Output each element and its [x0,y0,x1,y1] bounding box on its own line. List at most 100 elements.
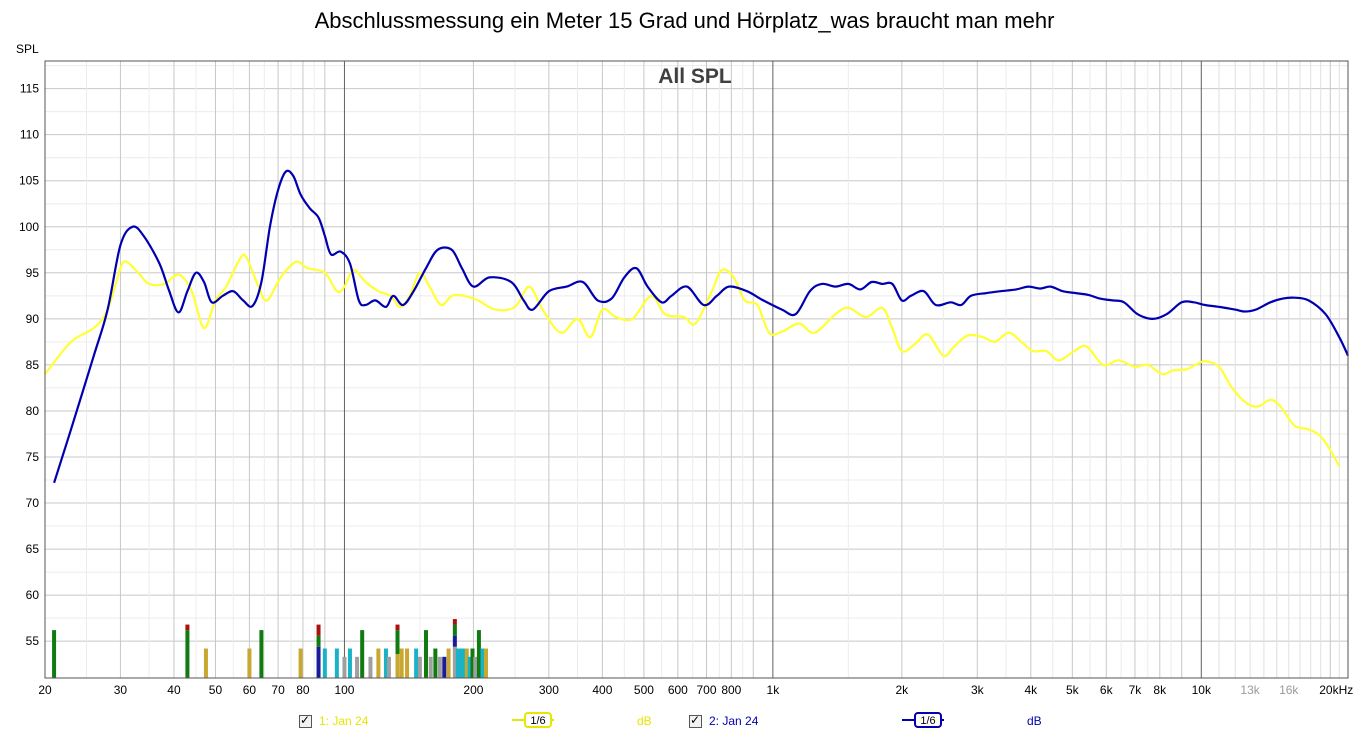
marker-bar [480,648,485,678]
y-tick-label: 85 [26,358,40,372]
x-tick-label: 50 [209,683,223,697]
marker-bar [376,648,381,678]
x-tick-label: 1k [767,683,781,697]
y-tick-label: 110 [20,128,39,142]
x-tick-label: 30 [114,683,128,697]
series1-label: 1: Jan 24 [319,714,369,728]
x-tick-label: 20 [38,683,52,697]
marker-bar [484,648,489,678]
marker-bar [316,646,321,678]
series2-label: 2: Jan 24 [709,714,759,728]
y-tick-label: 70 [26,496,40,510]
series2-unit: dB [1027,714,1042,728]
marker-bar [52,630,57,678]
x-tick-label: 8k [1153,683,1167,697]
x-tick-label: 400 [592,683,612,697]
legend-series1[interactable]: 1: Jan 24 [299,711,368,731]
marker-bar [423,630,428,678]
x-tick-label: 500 [634,683,654,697]
x-tick-label: 3k [971,683,985,697]
y-axis-label: SPL [16,42,39,56]
grid [44,61,1348,678]
marker-bar [467,656,472,678]
y-tick-label: 90 [26,312,40,326]
y-tick-label: 55 [26,634,40,648]
x-tick-label: 700 [696,683,716,697]
marker-bar [203,648,208,678]
marker-bar [464,648,469,678]
marker-bar [405,648,410,678]
x-tick-label: 800 [721,683,741,697]
x-tick-label: 70 [271,683,285,697]
series1-checkbox[interactable] [299,713,312,728]
marker-bar [342,656,347,678]
curves [44,169,1350,484]
x-tick-label: 60 [243,683,257,697]
marker-bar [446,648,451,678]
marker-bar [417,656,422,678]
series2-smoothing-label: 1/6 [920,715,935,727]
marker-bar [395,630,400,655]
x-tick-label: 20kHz [1319,683,1353,697]
marker-bar [316,635,321,647]
marker-bar [259,630,264,678]
series-line-2 [53,169,1350,484]
x-tick-label: 600 [668,683,688,697]
marker-bars [52,619,489,678]
marker-bar [455,648,460,678]
marker-bar [355,656,360,678]
legend-series2[interactable]: 2: Jan 24 [689,711,758,731]
marker-bar [452,646,457,678]
marker-bar [368,656,373,678]
x-tick-label: 40 [167,683,181,697]
series1-smoothing-label: 1/6 [530,715,545,727]
marker-bar [452,624,457,636]
marker-bar [452,619,457,625]
marker-bar [347,648,352,678]
marker-bar [461,648,466,678]
marker-bar [185,630,190,678]
marker-bar [386,656,391,678]
x-tick-labels: 20 30 40 50 60 70 80 100 200 300 400 500 600 700 800 1k… [38,683,1353,697]
marker-bar [298,648,303,678]
x-tick-label: 6k [1100,683,1114,697]
chart-title: Abschlussmessung ein Meter 15 Grad und H… [314,8,1055,33]
y-tick-label: 80 [26,404,40,418]
x-tick-label: 80 [296,683,310,697]
marker-bar [433,648,438,678]
marker-bar [442,656,447,678]
x-tick-label: 13k [1240,683,1260,697]
y-tick-label: 75 [26,450,40,464]
marker-bar [428,656,433,678]
series1-smoothing-button[interactable]: 1/6 [512,712,554,728]
marker-bar [360,630,365,678]
marker-bar [383,648,388,678]
marker-bar [452,635,457,647]
series2-checkbox[interactable] [689,713,702,728]
y-tick-labels: 115 110 105 100 95 90 85 80 75 70 65 60 55 [19,82,39,649]
marker-bar [334,648,339,678]
marker-bar [322,648,327,678]
x-tick-label: 7k [1129,683,1143,697]
x-tick-label: 5k [1066,683,1080,697]
x-tick-label: 16k [1279,683,1299,697]
y-tick-label: 60 [26,588,40,602]
x-tick-label: 200 [463,683,483,697]
x-tick-label: 2k [896,683,910,697]
marker-bar [458,648,463,678]
series2-smoothing-button[interactable]: 1/6 [902,712,944,728]
x-tick-label: 100 [334,683,354,697]
marker-bar [437,656,442,678]
marker-bar [414,648,419,678]
marker-bar [185,624,190,631]
plot-border [44,60,1349,679]
y-tick-label: 100 [19,220,39,234]
y-tick-label: 65 [26,542,40,556]
marker-bar [247,648,252,678]
marker-bar [470,648,475,678]
inner-title: All SPL [658,65,732,88]
y-tick-label: 95 [26,266,40,280]
y-tick-label: 115 [20,82,39,96]
marker-bar [399,648,404,678]
